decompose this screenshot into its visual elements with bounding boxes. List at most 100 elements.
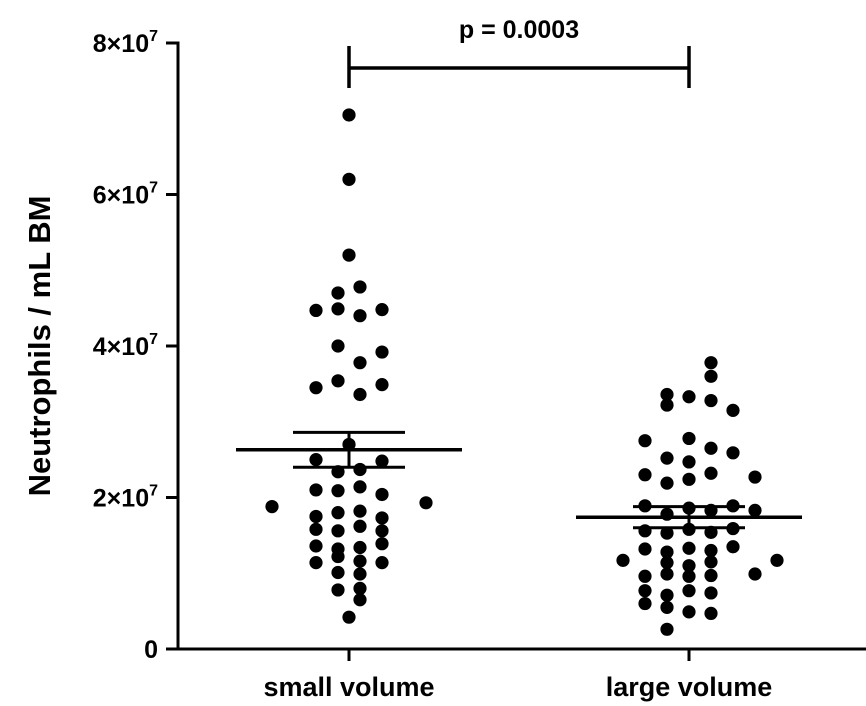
data-point xyxy=(682,559,696,573)
data-point xyxy=(638,542,652,556)
data-point xyxy=(616,553,630,567)
data-point xyxy=(660,451,674,465)
data-point xyxy=(748,567,762,581)
data-point xyxy=(770,553,784,567)
data-point xyxy=(309,539,323,553)
data-point xyxy=(309,303,323,317)
data-point xyxy=(660,526,674,540)
data-point xyxy=(331,565,345,580)
data-point xyxy=(309,556,323,570)
data-point xyxy=(638,524,652,538)
data-point xyxy=(682,584,696,598)
data-point xyxy=(353,593,367,607)
data-point xyxy=(375,524,389,538)
y-axis-label: Neutrophils / mL BM xyxy=(22,196,57,497)
y-tick-label: 8×107 xyxy=(93,28,158,58)
data-point xyxy=(726,446,740,460)
data-point xyxy=(375,511,389,525)
data-point xyxy=(353,567,367,581)
data-point xyxy=(704,393,718,408)
data-point xyxy=(375,454,389,468)
data-point xyxy=(682,605,696,619)
data-point xyxy=(331,339,345,353)
data-point xyxy=(265,499,279,514)
data-point xyxy=(638,584,652,598)
data-point xyxy=(342,172,356,186)
data-point xyxy=(309,453,323,467)
data-point xyxy=(375,556,389,570)
data-point xyxy=(309,522,323,536)
data-point xyxy=(660,398,674,412)
data-point xyxy=(375,537,389,551)
data-point xyxy=(660,600,674,614)
data-point xyxy=(682,541,696,555)
data-point xyxy=(682,522,696,536)
data-point xyxy=(726,403,740,417)
data-point xyxy=(375,345,389,359)
data-point xyxy=(309,509,323,524)
data-point xyxy=(660,556,674,570)
data-point xyxy=(353,462,367,477)
data-point xyxy=(353,554,367,568)
data-point xyxy=(638,569,652,583)
data-point xyxy=(682,431,696,446)
x-tick-label: small volume xyxy=(263,672,434,702)
data-point xyxy=(331,583,345,597)
data-point xyxy=(704,356,718,370)
y-tick-label: 2×107 xyxy=(93,483,158,513)
data-point xyxy=(309,381,323,395)
data-point xyxy=(375,303,389,317)
data-point xyxy=(331,506,345,520)
data-point xyxy=(375,378,389,392)
data-point xyxy=(331,302,345,316)
data-point xyxy=(331,549,345,564)
data-point xyxy=(353,504,367,518)
data-point xyxy=(309,483,323,497)
p-value-label: p = 0.0003 xyxy=(459,16,579,44)
data-point xyxy=(748,503,762,517)
data-point xyxy=(638,596,652,611)
data-point xyxy=(419,496,433,510)
data-point xyxy=(353,280,367,294)
data-point xyxy=(353,581,367,596)
data-point xyxy=(682,390,696,404)
data-point xyxy=(638,468,652,482)
data-point xyxy=(353,540,367,555)
data-point xyxy=(660,545,674,559)
data-point xyxy=(353,480,367,494)
y-tick-label: 0 xyxy=(144,636,158,664)
data-point xyxy=(726,540,740,554)
y-tick-label: 6×107 xyxy=(93,180,158,210)
data-point xyxy=(353,309,367,323)
data-point xyxy=(704,369,718,383)
data-point xyxy=(704,606,718,620)
labels: 0 2×107 4×107 6×107 8×107 small volume large v… xyxy=(22,16,772,702)
data-point xyxy=(660,588,674,602)
data-point xyxy=(638,434,652,448)
data-point xyxy=(331,286,345,300)
data-point xyxy=(331,374,345,388)
data-point xyxy=(375,487,389,502)
data-point xyxy=(704,543,718,558)
data-point xyxy=(342,248,356,262)
data-point xyxy=(342,610,356,624)
data-point xyxy=(353,387,367,402)
data-point xyxy=(682,569,696,583)
data-point xyxy=(748,470,762,484)
data-point xyxy=(353,356,367,370)
mean-sem-bars xyxy=(236,46,802,530)
data-point xyxy=(660,476,674,490)
data-point xyxy=(704,568,718,583)
data-point xyxy=(331,484,345,498)
data-point xyxy=(704,555,718,569)
data-point xyxy=(660,387,674,402)
data-points xyxy=(265,108,784,636)
y-tick-label: 4×107 xyxy=(93,331,158,361)
data-point xyxy=(704,441,718,455)
x-tick-label: large volume xyxy=(606,672,773,702)
data-point xyxy=(682,472,696,486)
data-point xyxy=(704,586,718,600)
data-point xyxy=(660,567,674,581)
data-point xyxy=(342,108,356,122)
data-point xyxy=(331,524,345,538)
